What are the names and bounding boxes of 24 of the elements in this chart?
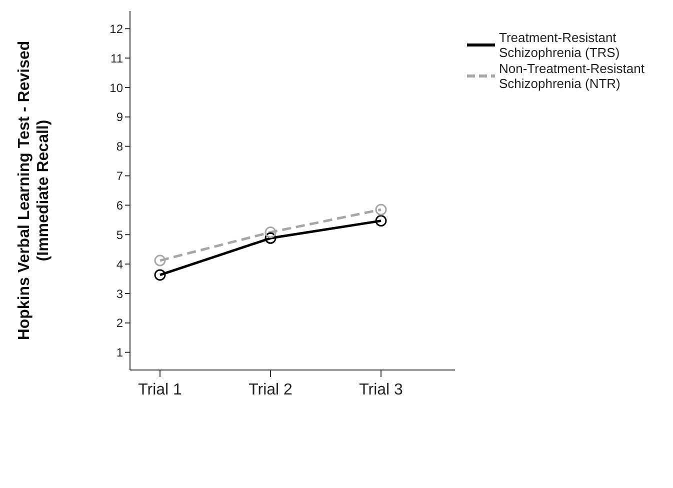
y-tick-label: 4	[116, 257, 124, 272]
legend-label: Non-Treatment-Resistant Schizophrenia (NTR)	[499, 61, 646, 91]
point	[375, 215, 387, 227]
legend-label: Treatment-Resistant Schizophrenia (TRS)	[499, 30, 621, 60]
y-tick-label: 2	[116, 316, 124, 330]
y-tick-label: 10	[110, 80, 124, 95]
y-tick-label: 8	[116, 140, 124, 154]
point	[154, 269, 166, 281]
y-tick-label: 7	[116, 169, 124, 184]
y-axis-title: Hopkins Verbal Learning Test - Revised (Immediate Recall)	[16, 40, 52, 340]
x-tick-label: Trial 1	[138, 381, 182, 398]
point	[375, 204, 387, 216]
point	[264, 232, 276, 244]
y-tick-label: 3	[116, 286, 124, 301]
point	[264, 226, 276, 238]
y-tick-label: 6	[116, 198, 124, 212]
y-tick-label: 11	[110, 51, 124, 66]
x-tick-label: Trial 3	[359, 381, 404, 398]
y-tick-label: 1	[116, 346, 124, 360]
point	[154, 254, 166, 266]
y-tick-label: 12	[110, 22, 124, 36]
x-tick-label: Trial 2	[248, 381, 293, 398]
y-tick-label: 5	[116, 228, 124, 242]
y-tick-label: 9	[116, 110, 124, 124]
